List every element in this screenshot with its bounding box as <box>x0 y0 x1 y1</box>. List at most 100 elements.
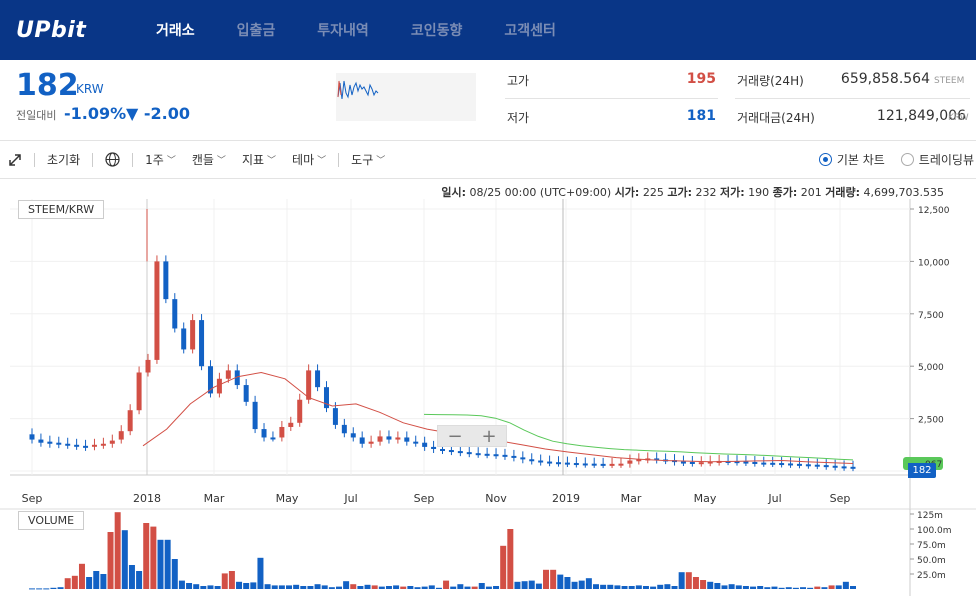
volume-bar <box>207 585 214 589</box>
candle-body <box>216 378 222 394</box>
volume-bar <box>264 584 271 589</box>
x-tick-label: Nov <box>485 492 507 505</box>
candle-body <box>118 431 124 440</box>
candle-body <box>270 437 276 440</box>
chart-toolbar: 초기화 1주 ﹀ 캔들 ﹀ 지표 ﹀ 테마 ﹀ 도구 ﹀ 기본 차트 트레이딩뷰 <box>0 141 976 179</box>
upbit-logo[interactable]: UPbit <box>16 17 87 43</box>
volume-tick-label: 75.0m <box>917 541 946 551</box>
volume-bar <box>571 581 578 589</box>
candle-body <box>65 443 71 446</box>
basic-chart-radio[interactable]: 기본 차트 <box>811 151 893 168</box>
toolbar-separator <box>132 152 134 167</box>
volume-bar <box>714 583 721 589</box>
amount-24h-value: 121,849,006 <box>876 108 966 124</box>
zoom-in-button[interactable]: + <box>481 425 497 447</box>
volume-bar <box>314 584 321 589</box>
candle-body <box>404 437 410 442</box>
volume-bar <box>728 584 735 589</box>
change-rate: -1.09% <box>64 104 127 123</box>
volume-bar <box>621 586 628 589</box>
amount-24h-label: 거래대금(24H) <box>737 111 815 125</box>
volume-bar <box>393 585 400 589</box>
volume-bar <box>150 526 157 589</box>
chart-area[interactable]: 일시: 08/25 00:00 (UTC+09:00) 시가: 225 고가: … <box>0 179 976 596</box>
candle-body <box>475 453 481 456</box>
candle-body <box>484 453 490 456</box>
volume-bar <box>592 584 599 589</box>
volume-bar <box>471 586 478 589</box>
y-tick-label: 5,000 <box>918 363 944 373</box>
candle-body <box>556 462 562 465</box>
volume-bar <box>821 587 828 589</box>
volume-bar <box>136 571 143 589</box>
tools-dropdown[interactable]: 도구 ﹀ <box>343 151 393 168</box>
volume-bar <box>678 572 685 589</box>
chevron-down-icon: ﹀ <box>317 156 327 166</box>
candle-body <box>83 445 89 448</box>
price-chart-svg[interactable]: Sep 2018 Mar May Jul Sep Nov 2019 Mar May Jul Sep 12… <box>0 179 976 596</box>
candle-body <box>288 422 294 427</box>
volume-label: 거래량: <box>825 186 861 199</box>
volume-bar <box>29 588 35 590</box>
candle-body <box>127 410 133 432</box>
symbol-label: STEEM/KRW <box>18 200 105 219</box>
volume-bar <box>193 584 200 589</box>
nav-customer-center[interactable]: 고객센터 <box>504 23 556 39</box>
x-tick-label: Jul <box>767 492 781 505</box>
volume-bar <box>493 586 500 589</box>
indicator-dropdown[interactable]: 지표 ﹀ <box>234 151 284 168</box>
candle-body <box>386 436 392 440</box>
x-tick-label: Sep <box>22 492 43 505</box>
divider <box>735 98 970 99</box>
expand-icon <box>9 153 21 166</box>
tradingview-radio[interactable]: 트레이딩뷰 <box>893 151 976 168</box>
candle-body <box>207 366 213 394</box>
tradingview-label: 트레이딩뷰 <box>918 153 974 167</box>
nav-exchange[interactable]: 거래소 <box>156 23 195 39</box>
volume-panel-label: VOLUME <box>18 511 85 530</box>
volume-bar <box>278 585 285 589</box>
volume-bar <box>464 586 471 589</box>
nav-investments[interactable]: 투자내역 <box>317 23 369 39</box>
volume-bar <box>128 565 135 589</box>
moving-average-short <box>142 371 854 464</box>
candle-body <box>841 466 847 469</box>
candle-body <box>100 443 106 446</box>
volume-bar <box>664 584 671 589</box>
candle-body <box>341 424 347 434</box>
candle-dropdown[interactable]: 캔들 ﹀ <box>184 151 234 168</box>
candle-body <box>47 441 53 444</box>
x-tick-label: May <box>276 492 299 505</box>
volume-bar <box>614 585 621 589</box>
candle-body <box>627 460 633 464</box>
toolbar-separator <box>34 152 35 167</box>
volume-bar <box>414 587 421 589</box>
candle-body <box>431 446 437 449</box>
volume-tick-label: 100.0m <box>917 526 952 536</box>
fullscreen-button[interactable] <box>0 153 30 167</box>
candle-body <box>109 440 115 444</box>
candle-body <box>618 463 624 466</box>
nav-deposit-withdraw[interactable]: 입출금 <box>236 23 276 39</box>
candle-body <box>564 462 570 465</box>
volume-bar <box>792 587 799 589</box>
volume-bar <box>71 575 78 589</box>
zoom-controls: − + <box>437 425 507 447</box>
zoom-out-button[interactable]: − <box>447 425 463 447</box>
reset-button[interactable]: 초기화 <box>39 151 88 168</box>
candle-body <box>91 444 97 447</box>
volume-bar <box>500 545 507 589</box>
timezone-button[interactable] <box>97 152 128 167</box>
volume-bar <box>635 585 642 589</box>
theme-dropdown[interactable]: 테마 ﹀ <box>284 151 334 168</box>
volume-bar <box>121 530 128 589</box>
nav-coin-trends[interactable]: 코인동향 <box>410 23 463 39</box>
volume-bar <box>535 583 542 589</box>
low-label: 저가 <box>507 111 530 125</box>
volume-bar <box>100 574 107 589</box>
interval-dropdown[interactable]: 1주 ﹀ <box>137 151 184 168</box>
sparkline-svg <box>337 80 379 100</box>
volume-bar <box>807 587 814 589</box>
volume-bar <box>371 585 378 589</box>
volume-tick-label: 25.0m <box>917 571 946 581</box>
